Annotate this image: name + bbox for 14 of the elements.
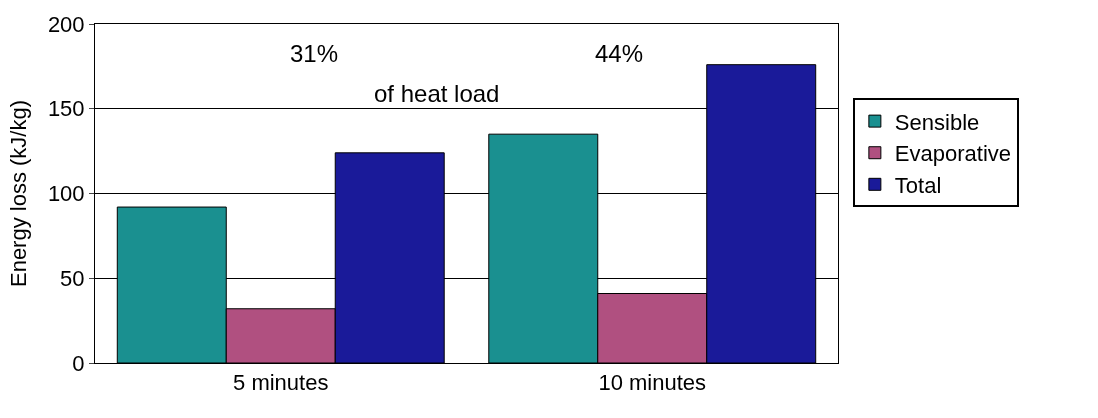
x-tick-label: 5 minutes	[233, 370, 329, 396]
y-tick-label: 100	[47, 181, 85, 207]
legend-label: Evaporative	[894, 141, 1012, 167]
y-tick-label: 150	[47, 96, 85, 122]
y-axis-title: Energy loss (kJ/kg)	[5, 99, 31, 288]
annotation: 44%	[595, 40, 644, 67]
legend-label: Sensible	[894, 109, 980, 135]
y-tick-label: 0	[72, 350, 85, 376]
y-tick-label: 200	[47, 11, 85, 37]
y-tick-label: 50	[60, 265, 85, 291]
annotation: of heat load	[374, 80, 500, 107]
x-tick-label: 10 minutes	[598, 370, 707, 396]
annotation: 31%	[290, 40, 339, 67]
legend-label: Total	[894, 172, 942, 198]
